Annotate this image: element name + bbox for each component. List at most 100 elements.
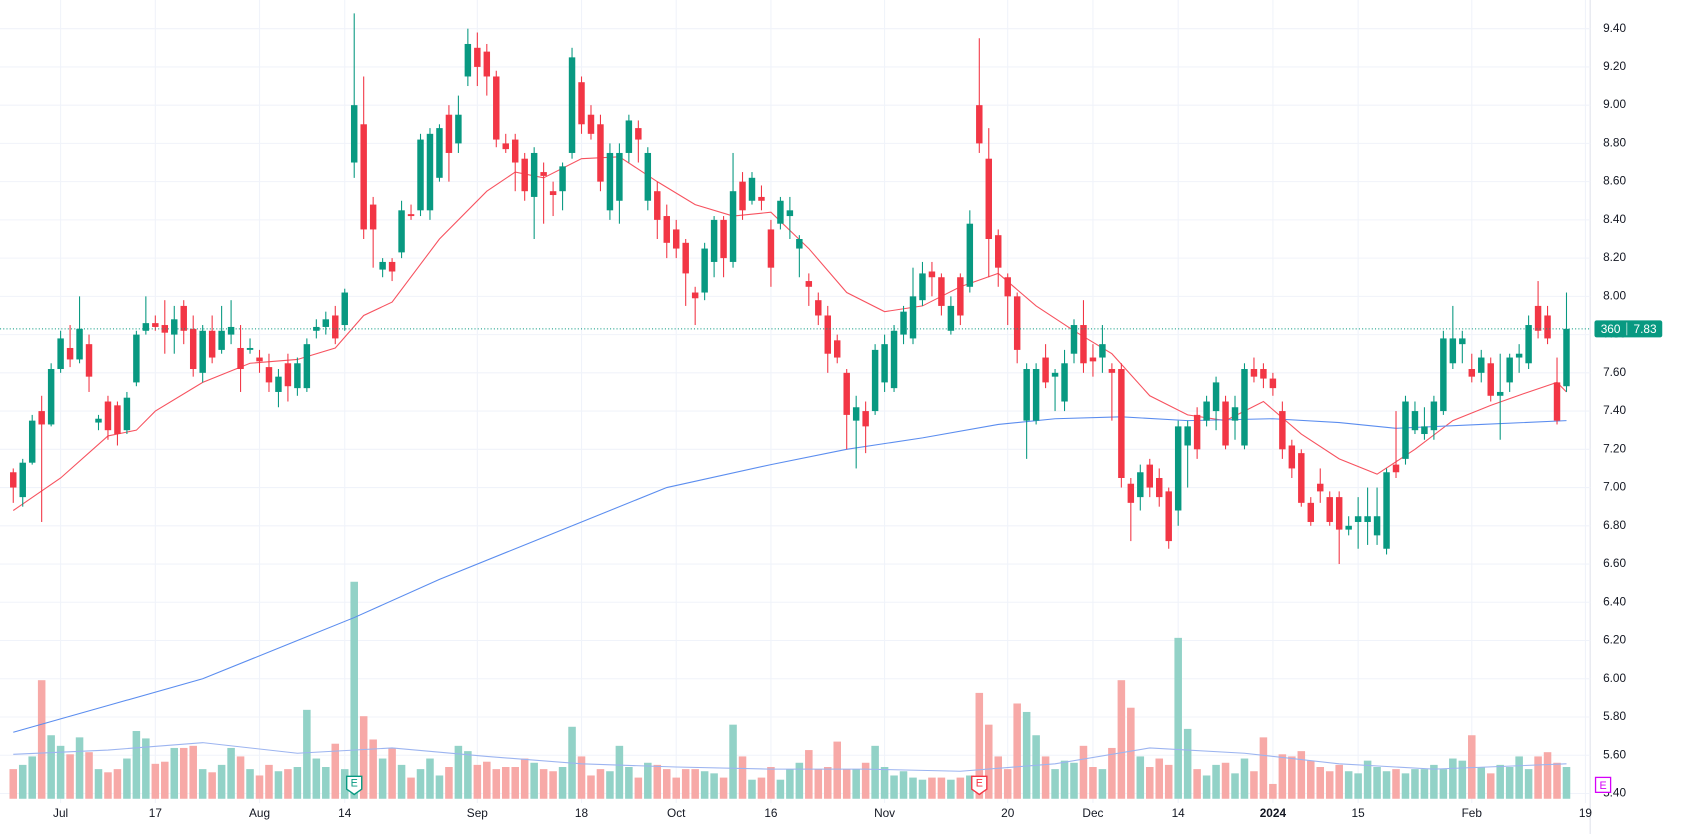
candle-body xyxy=(1241,369,1248,446)
volume-bar xyxy=(1079,745,1088,799)
volume-bar xyxy=(558,767,567,799)
volume-bar xyxy=(710,773,718,799)
candle-body xyxy=(1326,497,1333,522)
volume-bar xyxy=(1307,760,1315,799)
volume-bar xyxy=(861,762,870,799)
volume-bar xyxy=(729,724,737,799)
volume-bar xyxy=(56,745,65,799)
volume-bar xyxy=(1127,707,1135,799)
candle-body xyxy=(1392,464,1400,473)
candle-body xyxy=(796,238,803,249)
candle-body xyxy=(1061,363,1068,402)
candle-body xyxy=(852,407,860,421)
volume-bar xyxy=(833,741,841,799)
x-tick-label: 14 xyxy=(338,807,352,820)
volume-bar xyxy=(691,769,699,799)
volume-bar xyxy=(871,745,879,799)
candle-body xyxy=(1354,516,1362,522)
candle-body xyxy=(701,248,708,293)
candle-body xyxy=(1515,353,1523,358)
volume-bar xyxy=(179,747,188,799)
volume-bar xyxy=(1373,767,1381,799)
volume-bar xyxy=(653,764,662,799)
volume-bar xyxy=(435,775,444,799)
volume-bar xyxy=(1155,758,1164,799)
candle-body xyxy=(19,462,26,498)
candle-body xyxy=(417,139,424,211)
candle-body xyxy=(1430,401,1438,431)
volume-bar xyxy=(1288,756,1296,799)
candle-body xyxy=(1165,491,1172,542)
volume-bar xyxy=(1221,762,1230,799)
x-tick-label: Oct xyxy=(667,807,686,820)
candle-body xyxy=(748,177,756,201)
volume-bar xyxy=(748,779,756,799)
y-tick-label: 6.20 xyxy=(1603,634,1626,647)
candle-body xyxy=(777,200,784,224)
candle-body xyxy=(38,411,45,425)
volume-bar xyxy=(511,767,519,799)
volume-bar xyxy=(1458,760,1467,799)
candle-body xyxy=(1298,453,1305,503)
candle-body xyxy=(1478,357,1485,373)
candle-body xyxy=(843,372,850,415)
candle-body xyxy=(1051,372,1059,377)
moving-average-line xyxy=(13,416,1567,733)
candle-body xyxy=(1127,483,1135,503)
volume-bar xyxy=(596,769,605,799)
volume-pane xyxy=(9,581,1571,799)
candle-body xyxy=(1260,369,1267,379)
volume-bar xyxy=(1022,711,1031,799)
candle-body xyxy=(388,261,396,272)
volume-bar xyxy=(1335,764,1343,799)
volume-bar xyxy=(217,764,226,799)
volume-bar xyxy=(606,771,614,799)
candle-body xyxy=(10,472,17,488)
volume-bar xyxy=(1041,756,1050,799)
y-tick-label: 7.40 xyxy=(1603,404,1626,417)
candle-body xyxy=(1553,382,1561,421)
candle-body xyxy=(739,181,746,211)
volume-bar xyxy=(416,769,425,799)
volume-bar xyxy=(1325,771,1334,799)
volume-bar xyxy=(28,756,36,799)
candle-body xyxy=(237,347,244,370)
candle-body xyxy=(881,344,888,383)
candle-body xyxy=(511,139,519,163)
candle-body xyxy=(1118,369,1125,478)
candle-body xyxy=(265,367,273,383)
volume-bar xyxy=(445,767,453,799)
volume-bar xyxy=(549,771,557,799)
candle-body xyxy=(1004,277,1011,297)
candle-body xyxy=(663,216,670,243)
candle-body xyxy=(218,330,225,350)
candle-body xyxy=(114,405,121,435)
volume-bar xyxy=(1174,637,1182,799)
candle-body xyxy=(1373,516,1381,536)
volume-bar xyxy=(644,762,652,799)
candle-body xyxy=(1250,369,1258,377)
candle-body xyxy=(398,210,405,253)
volume-bar xyxy=(757,777,766,799)
candle-body xyxy=(578,82,585,125)
volume-bar xyxy=(1392,769,1400,799)
candle-body xyxy=(1525,325,1532,364)
candle-body xyxy=(919,273,926,301)
candle-body xyxy=(1421,426,1428,435)
volume-bar xyxy=(331,743,340,799)
volume-bar xyxy=(1401,773,1410,799)
candle-body xyxy=(493,76,500,140)
candle-body xyxy=(1013,296,1021,350)
volume-bar xyxy=(274,771,283,799)
volume-bar xyxy=(1363,760,1372,799)
candle-body xyxy=(815,300,822,316)
candle-body xyxy=(635,128,642,140)
volume-bar xyxy=(634,777,643,799)
candle-body xyxy=(625,120,633,153)
countdown-label: 360 xyxy=(1601,323,1621,336)
volume-bar xyxy=(539,769,548,799)
volume-bar xyxy=(1032,735,1040,799)
candle-body xyxy=(76,328,83,360)
